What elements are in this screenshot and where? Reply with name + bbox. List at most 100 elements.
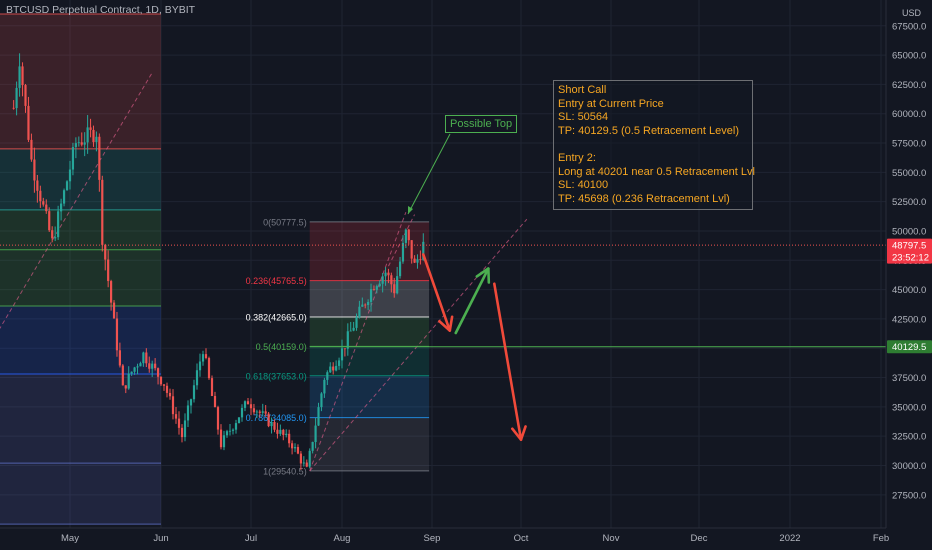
candle-body: [39, 190, 42, 202]
candle-body: [305, 462, 308, 467]
price-axis[interactable]: 27500.030000.032500.035000.037500.040000…: [885, 0, 932, 550]
candle-body: [288, 433, 291, 444]
candle-body: [80, 142, 83, 145]
note-spacer: [558, 138, 748, 152]
candle-body: [270, 421, 273, 427]
fib-zone: [0, 463, 161, 525]
candle-body: [104, 244, 107, 260]
price-tick-label: 50000.0: [892, 226, 926, 237]
candle-body: [329, 366, 332, 373]
fib-zone: [0, 249, 161, 307]
candle-body: [361, 304, 364, 307]
note-line: Long at 40201 near 0.5 Retracement Lvl: [558, 165, 755, 178]
fib-level-label: 0.786(34085.0): [246, 413, 307, 423]
possible-top-label[interactable]: Possible Top: [445, 115, 518, 133]
note-line: Entry 2:: [558, 151, 596, 164]
candle-body: [407, 229, 410, 241]
time-tick-label: Dec: [691, 533, 708, 544]
candle-body: [308, 450, 311, 467]
fib-zone: [0, 14, 161, 149]
candle-body: [410, 240, 413, 259]
candle-body: [36, 180, 39, 191]
candle-body: [27, 105, 30, 140]
price-tick-label: 62500.0: [892, 80, 926, 91]
candle-body: [335, 365, 338, 371]
time-tick-label: Nov: [603, 533, 620, 544]
last-price-countdown: 23:52:12: [892, 253, 929, 264]
candle-body: [404, 229, 407, 243]
candle-body: [148, 363, 151, 369]
candle-body: [145, 352, 148, 364]
candle-body: [121, 365, 124, 386]
candle-body: [387, 272, 390, 276]
time-axis[interactable]: May Jun Jul Aug Sep Oct Nov Dec 2022 Feb: [0, 527, 889, 544]
note-line: Entry at Current Price: [558, 97, 664, 110]
candle-body: [21, 66, 24, 86]
fib-level-label: 0.618(37653.0): [246, 371, 307, 381]
note-line: SL: 40100: [558, 179, 609, 192]
candle-body: [118, 350, 122, 366]
trend-line-upper: [309, 212, 407, 472]
candle-body: [390, 275, 393, 285]
price-tick-label: 60000.0: [892, 109, 926, 120]
price-tick-label: 52500.0: [892, 197, 926, 208]
time-tick-label: Feb: [873, 533, 889, 544]
candle-body: [180, 427, 184, 438]
candle-body: [156, 368, 160, 377]
candle-body: [332, 366, 335, 371]
candle-body: [393, 284, 396, 294]
price-tick-label: 65000.0: [892, 51, 926, 62]
price-tick-label: 45000.0: [892, 285, 926, 296]
trade-plan-note[interactable]: Short Call Entry at Current Price SL: 50…: [553, 80, 755, 211]
price-tick-label: 32500.0: [892, 432, 926, 443]
candle-body: [168, 392, 172, 397]
price-tick-label: 37500.0: [892, 373, 926, 384]
candle-body: [326, 372, 329, 380]
candle-body: [317, 407, 320, 426]
candle-body: [174, 414, 178, 419]
candle-body: [222, 435, 226, 448]
candle-body: [48, 211, 51, 231]
candle-body: [381, 276, 384, 284]
price-tick-label: 30000.0: [892, 461, 926, 472]
red-arrow-shaft: [492, 282, 523, 442]
candle-body: [243, 401, 247, 408]
candle-body: [213, 395, 217, 408]
target-price-tag: [887, 340, 932, 354]
candle-body: [273, 421, 276, 430]
forecast-arrows[interactable]: [421, 253, 527, 442]
candle-body: [51, 230, 54, 239]
candle-body: [267, 413, 270, 427]
time-tick-label: Sep: [424, 533, 441, 544]
fib-zone: [309, 375, 430, 418]
fib-retracement-tools[interactable]: 0(50777.5) 0.236(45765.5) 0.382(42665.0) 0.…: [0, 13, 430, 525]
trend-lines[interactable]: [0, 72, 528, 472]
candle-body: [219, 429, 223, 448]
candle-body: [33, 159, 36, 181]
candle-body: [60, 203, 63, 212]
candle-body: [358, 306, 361, 318]
price-lines: [0, 133, 886, 348]
time-tick-label: Oct: [514, 533, 529, 544]
time-tick-label: 2022: [779, 533, 800, 544]
candle-body: [258, 411, 261, 413]
candle-body: [30, 139, 33, 160]
note-line: TP: 40129.5 (0.5 Retracement Level): [558, 124, 739, 137]
candle-body: [375, 286, 378, 290]
fib-zone: [309, 316, 430, 347]
candle-body: [124, 385, 127, 389]
candle-body: [246, 401, 250, 405]
price-axis-background: [886, 0, 932, 550]
candle-body: [183, 420, 187, 438]
candle-body: [240, 407, 244, 418]
candle-body: [107, 259, 110, 282]
symbol-title[interactable]: BTCUSD Perpetual Contract, 1D, BYBIT: [6, 4, 196, 16]
candle-body: [299, 453, 303, 464]
green-arrow-head: [475, 267, 491, 284]
price-tick-label: 57500.0: [892, 139, 926, 150]
candle-body: [346, 331, 349, 349]
candle-body: [109, 281, 113, 303]
candle-body: [133, 367, 136, 372]
candle-body: [255, 411, 258, 413]
